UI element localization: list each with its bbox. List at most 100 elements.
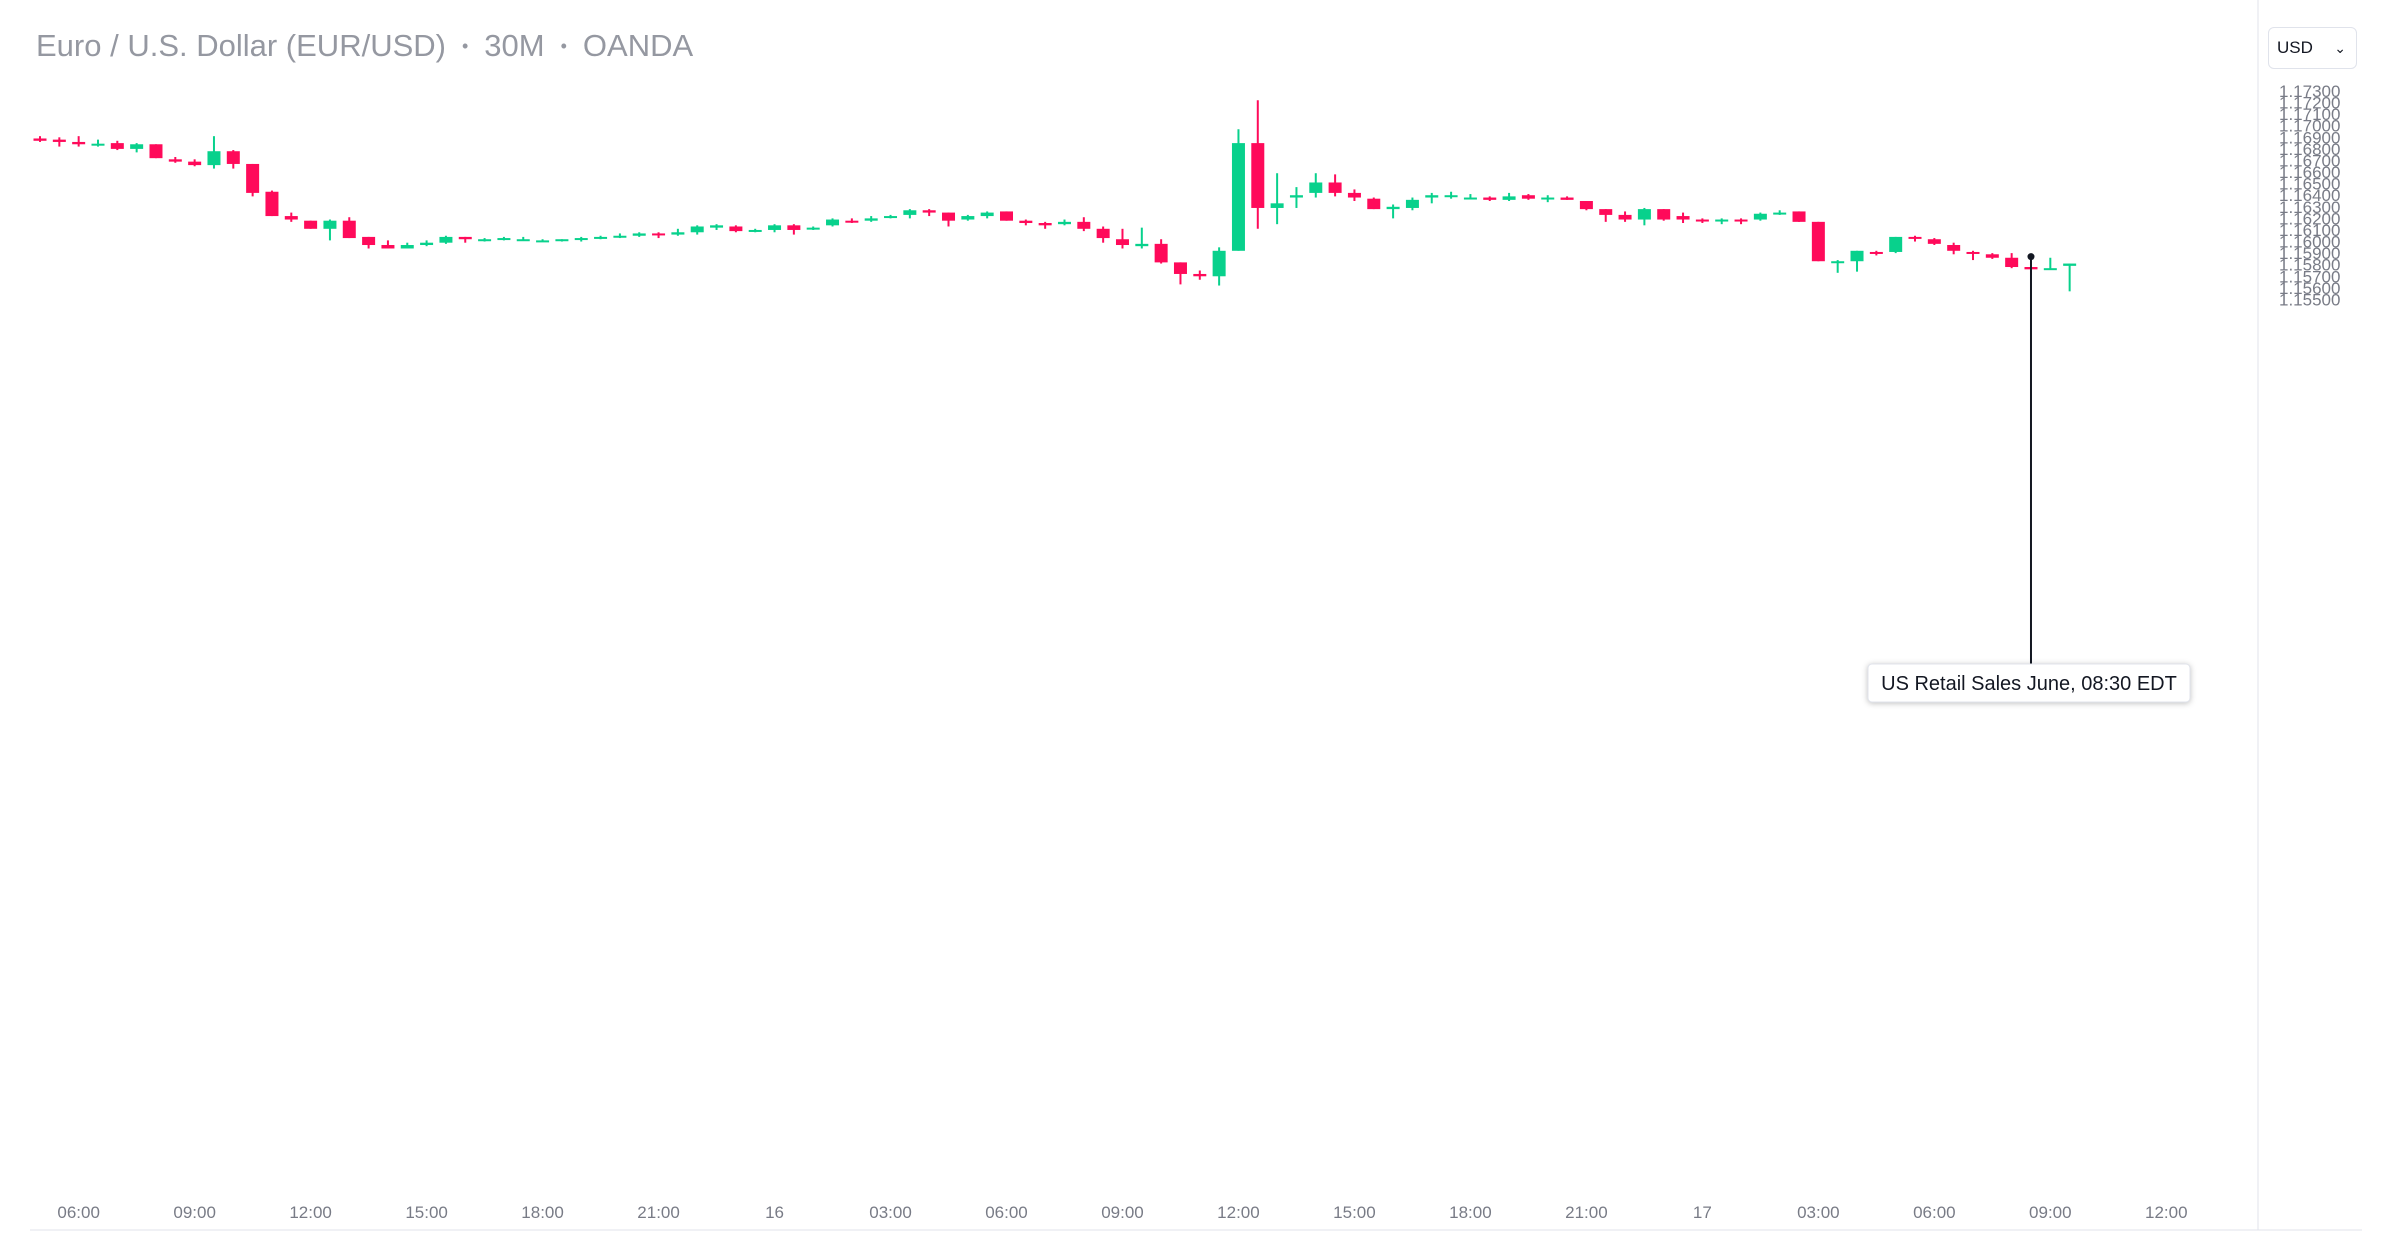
candle[interactable] bbox=[1753, 212, 1767, 221]
candle[interactable] bbox=[420, 240, 434, 247]
currency-select[interactable]: USD ⌄ bbox=[2268, 27, 2357, 69]
candle[interactable] bbox=[1889, 236, 1903, 254]
x-axis[interactable]: 06:00 09:00 12:00 15:00 18:00 21:00 16 03:00 06:… bbox=[57, 1203, 2187, 1222]
y-axis[interactable]: 1.173001.172001.171001.170001.169001.168… bbox=[2279, 82, 2340, 309]
candle[interactable] bbox=[91, 139, 105, 147]
candle[interactable] bbox=[52, 137, 66, 147]
candle[interactable] bbox=[1135, 227, 1149, 249]
candle[interactable] bbox=[516, 236, 530, 242]
candle[interactable] bbox=[690, 225, 704, 235]
candle[interactable] bbox=[1521, 194, 1535, 200]
candle[interactable] bbox=[1328, 174, 1342, 197]
candle[interactable] bbox=[1908, 235, 1922, 242]
candle[interactable] bbox=[1289, 187, 1303, 208]
candle[interactable] bbox=[1811, 221, 1825, 262]
candle[interactable] bbox=[1077, 217, 1091, 232]
candle[interactable] bbox=[1096, 226, 1110, 243]
candle[interactable] bbox=[2043, 257, 2057, 271]
candle[interactable] bbox=[555, 239, 569, 242]
candle[interactable] bbox=[323, 219, 337, 241]
candle[interactable] bbox=[497, 236, 511, 241]
candle[interactable] bbox=[1309, 173, 1323, 198]
candle[interactable] bbox=[748, 228, 762, 233]
candle[interactable] bbox=[1773, 210, 1787, 215]
candle[interactable] bbox=[826, 218, 840, 227]
candle[interactable] bbox=[787, 224, 801, 235]
candle[interactable] bbox=[845, 218, 859, 224]
candle[interactable] bbox=[1154, 239, 1168, 264]
candle[interactable] bbox=[381, 240, 395, 249]
candle[interactable] bbox=[246, 163, 260, 197]
candle[interactable] bbox=[710, 224, 724, 230]
candle[interactable] bbox=[1695, 218, 1709, 224]
candle[interactable] bbox=[1444, 191, 1458, 199]
candle[interactable] bbox=[942, 212, 956, 227]
candle[interactable] bbox=[207, 136, 221, 169]
candle[interactable] bbox=[2005, 253, 2019, 269]
candle[interactable] bbox=[1715, 218, 1729, 225]
candle[interactable] bbox=[1038, 221, 1052, 229]
candle[interactable] bbox=[1367, 197, 1381, 210]
candle[interactable] bbox=[1502, 192, 1516, 202]
candle[interactable] bbox=[884, 214, 898, 219]
candle[interactable] bbox=[729, 225, 743, 233]
interval-label[interactable]: 30M bbox=[484, 28, 545, 63]
event-dot[interactable] bbox=[2027, 253, 2035, 261]
candle[interactable] bbox=[1193, 270, 1207, 280]
candle[interactable] bbox=[1850, 250, 1864, 272]
candle[interactable] bbox=[1425, 192, 1439, 204]
candle[interactable] bbox=[130, 143, 144, 153]
candle[interactable] bbox=[1115, 228, 1129, 249]
candle[interactable] bbox=[458, 236, 472, 243]
candle[interactable] bbox=[536, 239, 550, 243]
candle[interactable] bbox=[768, 224, 782, 233]
candle[interactable] bbox=[1985, 253, 1999, 259]
candle[interactable] bbox=[1347, 189, 1361, 202]
candle[interactable] bbox=[1657, 209, 1671, 221]
candle[interactable] bbox=[342, 217, 356, 239]
candle[interactable] bbox=[1231, 129, 1245, 251]
candle[interactable] bbox=[188, 159, 202, 167]
candle[interactable] bbox=[903, 209, 917, 219]
candle[interactable] bbox=[1869, 250, 1883, 256]
candle[interactable] bbox=[671, 228, 685, 236]
candle[interactable] bbox=[2063, 263, 2077, 292]
candle[interactable] bbox=[72, 136, 86, 147]
candle[interactable] bbox=[574, 236, 588, 242]
candle[interactable] bbox=[1966, 250, 1980, 261]
candle[interactable] bbox=[1405, 197, 1419, 211]
candle[interactable] bbox=[1676, 212, 1690, 224]
candle[interactable] bbox=[652, 232, 666, 239]
candle[interactable] bbox=[1792, 211, 1806, 222]
candle[interactable] bbox=[1483, 196, 1497, 202]
candle[interactable] bbox=[1251, 100, 1265, 229]
candle[interactable] bbox=[922, 209, 936, 217]
candle[interactable] bbox=[1000, 211, 1013, 221]
candle[interactable] bbox=[1579, 201, 1593, 211]
candle[interactable] bbox=[1057, 219, 1071, 226]
candle[interactable] bbox=[1560, 196, 1574, 200]
candle[interactable] bbox=[594, 235, 608, 240]
candle[interactable] bbox=[613, 233, 627, 239]
candle[interactable] bbox=[1637, 207, 1651, 226]
candle[interactable] bbox=[1173, 262, 1187, 285]
candle[interactable] bbox=[400, 242, 414, 249]
candle[interactable] bbox=[1019, 219, 1033, 226]
candle[interactable] bbox=[304, 220, 318, 229]
candle[interactable] bbox=[478, 238, 492, 242]
candle[interactable] bbox=[439, 235, 453, 244]
candle[interactable] bbox=[1541, 195, 1555, 203]
candle[interactable] bbox=[1463, 194, 1477, 200]
candle[interactable] bbox=[1927, 238, 1941, 246]
candle[interactable] bbox=[864, 216, 878, 222]
candle[interactable] bbox=[284, 212, 298, 222]
candle[interactable] bbox=[1947, 242, 1961, 255]
candle[interactable] bbox=[1618, 211, 1632, 222]
candle[interactable] bbox=[1599, 209, 1613, 222]
candle[interactable] bbox=[980, 211, 994, 219]
candle[interactable] bbox=[1734, 218, 1748, 225]
event-label[interactable]: US Retail Sales June, 08:30 EDT bbox=[1867, 663, 2191, 703]
candle[interactable] bbox=[226, 150, 240, 169]
candle[interactable] bbox=[1831, 260, 1845, 273]
